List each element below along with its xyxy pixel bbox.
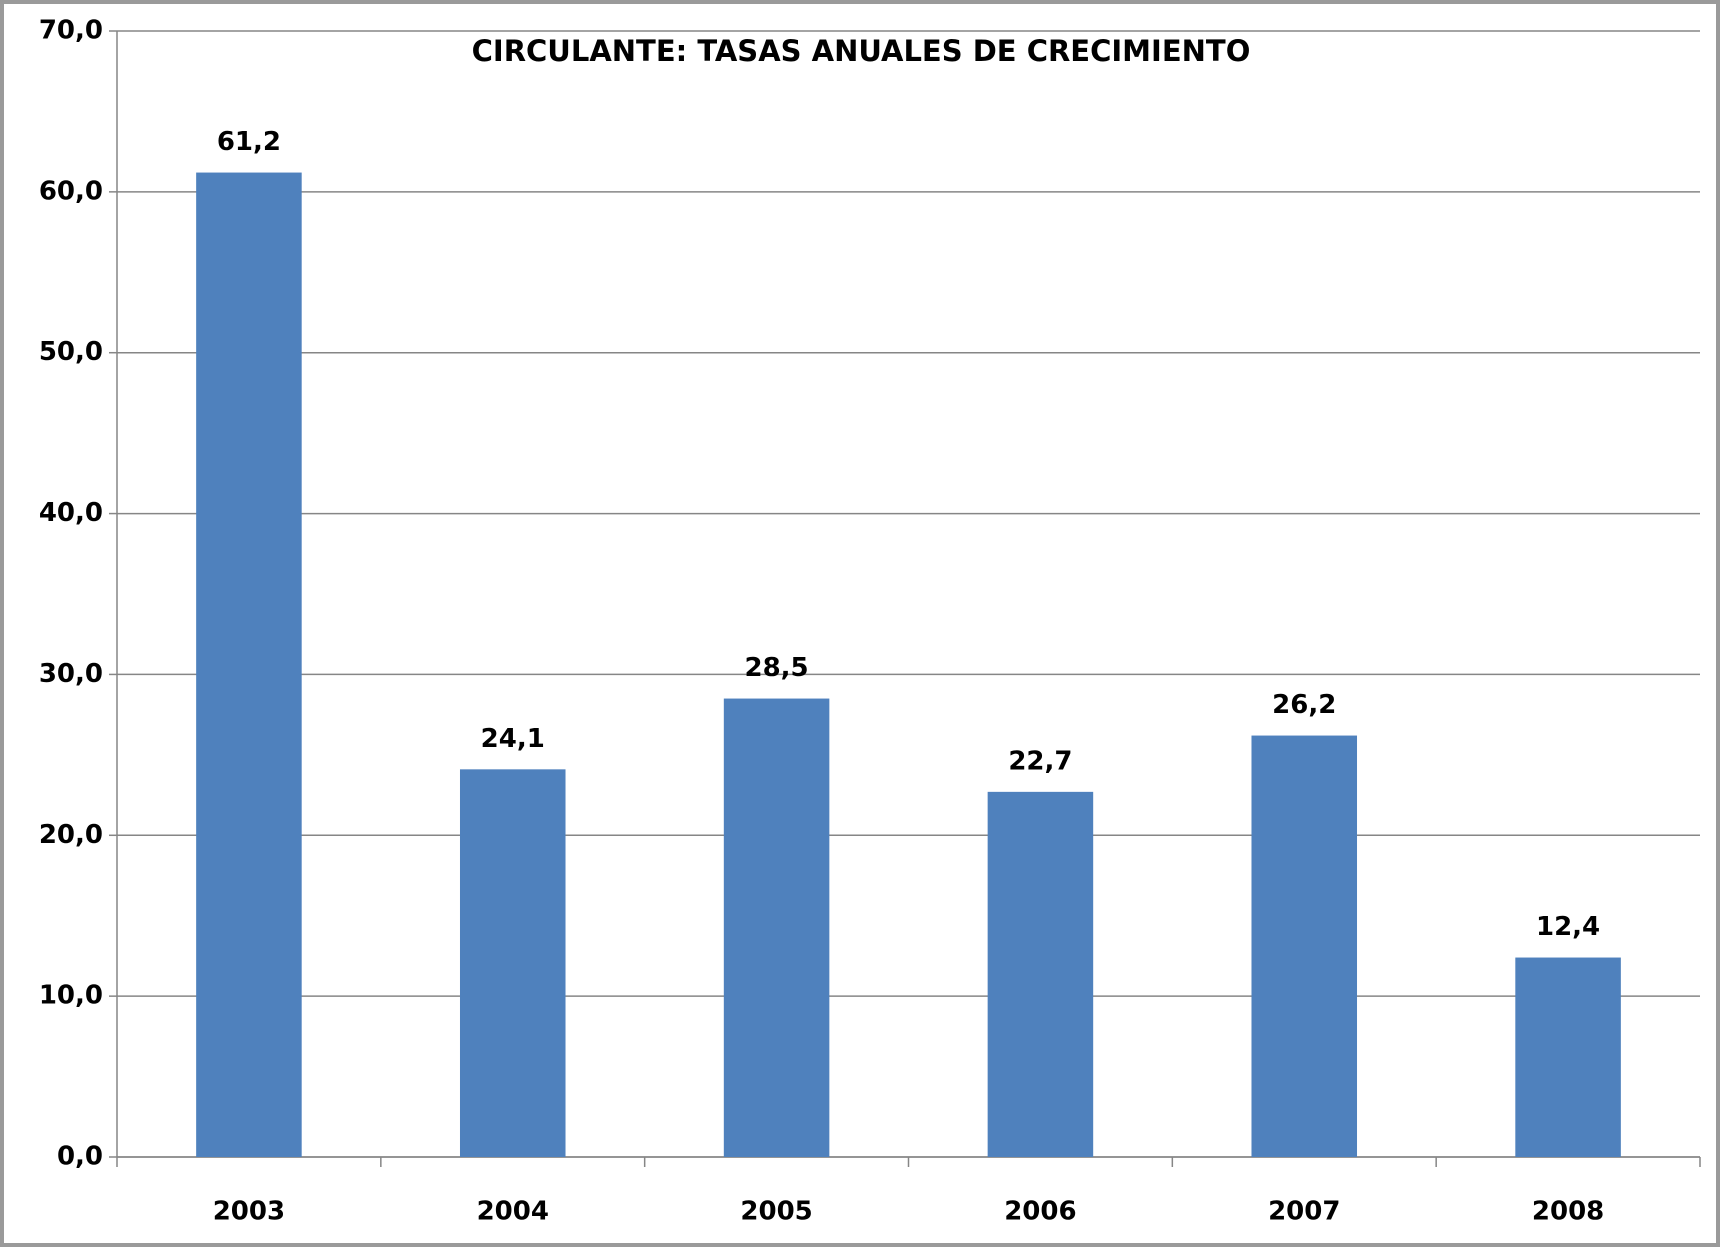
y-tick-label: 30,0 [39,659,103,689]
y-tick-label: 20,0 [39,820,103,850]
y-tick-label: 60,0 [39,176,103,206]
bar [1515,957,1621,1157]
data-label: 22,7 [1008,746,1072,776]
data-label: 12,4 [1536,912,1600,942]
x-tick-label: 2006 [1004,1197,1076,1227]
data-label: 26,2 [1272,690,1336,720]
bar [723,698,830,1157]
data-label: 61,2 [217,127,281,157]
data-label: 28,5 [745,653,809,683]
y-tick-label: 40,0 [39,498,103,528]
y-tick-label: 10,0 [39,981,103,1011]
x-tick-label: 2004 [477,1197,549,1227]
y-tick-label: 50,0 [39,337,103,367]
data-label: 24,1 [481,724,545,754]
x-tick-label: 2003 [213,1197,285,1227]
x-tick-label: 2008 [1532,1197,1604,1227]
x-tick-label: 2007 [1268,1197,1340,1227]
x-tick-label: 2005 [740,1197,812,1227]
y-tick-label: 70,0 [39,16,103,46]
bar [196,172,302,1157]
bar [987,791,1094,1157]
chart-title: CIRCULANTE: TASAS ANUALES DE CRECIMIENTO [472,34,1251,68]
bar [459,769,566,1157]
y-tick-label: 0,0 [57,1142,103,1172]
bar [1251,735,1358,1157]
